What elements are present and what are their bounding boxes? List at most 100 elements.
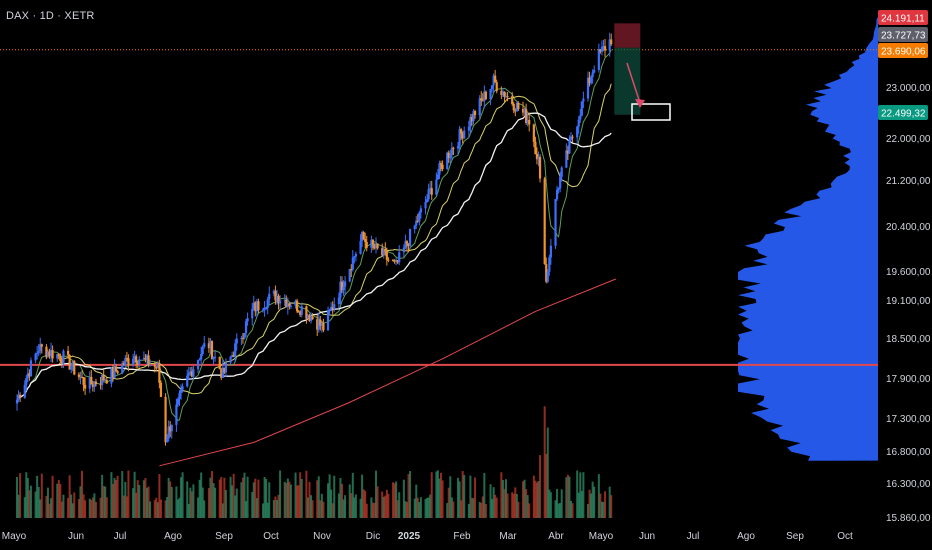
candle-body <box>36 352 39 354</box>
candle-body <box>90 376 93 385</box>
volume-bar <box>506 493 509 518</box>
candle-body <box>610 39 613 45</box>
volume-bar <box>268 482 271 518</box>
candle-body <box>580 101 583 116</box>
price-tick-label: 17.900,00 <box>886 374 931 385</box>
volume-bar <box>29 485 32 518</box>
candle-body <box>275 295 279 301</box>
volume-bar <box>289 484 292 518</box>
volume-bar <box>84 500 87 518</box>
volume-bar <box>359 498 362 518</box>
volume-bar <box>158 474 161 518</box>
candle-body <box>342 286 345 291</box>
volume-bar <box>525 489 528 518</box>
volume-bar <box>515 494 518 518</box>
candle-body <box>376 243 379 249</box>
volume-bar <box>370 497 373 518</box>
candle-body <box>240 338 243 340</box>
volume-bar <box>316 480 319 518</box>
candle-body <box>234 343 237 357</box>
price-axis[interactable]: 23.000,00 22.000,00 21.200,00 20.400,00 19.6… <box>886 83 931 524</box>
candle-body <box>370 239 373 248</box>
volume-bar <box>375 470 378 518</box>
candle-body <box>396 260 399 263</box>
volume-bar <box>460 500 463 518</box>
candle-body <box>504 96 508 98</box>
candle-body <box>339 281 342 298</box>
volume-bar <box>427 497 430 518</box>
volume-bar <box>535 482 538 518</box>
volume-bar <box>127 470 130 518</box>
volume-bar <box>436 470 439 518</box>
time-axis[interactable]: Mayo Jun Jul Ago Sep Oct Nov Dic 2025 Feb Mar Abr Ma… <box>2 531 853 542</box>
volume-bar <box>364 490 367 518</box>
candle-body <box>333 304 336 310</box>
candle-body <box>246 318 249 322</box>
volume-bar <box>192 484 195 518</box>
candle-body <box>494 75 497 83</box>
candle-body <box>381 248 384 256</box>
candle-body <box>175 404 178 425</box>
volume-bar <box>458 481 461 518</box>
volume-bar <box>452 501 455 518</box>
volume-bar <box>136 480 139 518</box>
volume-bar <box>599 493 602 518</box>
symbol-title[interactable]: DAX · 1D · XETR <box>6 10 95 22</box>
candle-body <box>311 316 314 320</box>
volume-bar <box>528 503 531 518</box>
volume-bar <box>340 483 343 518</box>
candle-body <box>416 220 419 222</box>
volume-bar <box>144 477 147 518</box>
volume-bar <box>40 473 43 518</box>
volume-bar <box>255 498 258 518</box>
candle-body <box>51 350 54 359</box>
price-badge <box>878 105 928 120</box>
volume-bar <box>395 481 398 518</box>
volume-bar <box>59 483 62 518</box>
candle-body <box>274 290 277 301</box>
volume-bar <box>275 499 278 518</box>
volume-bar <box>470 497 473 518</box>
candle-body <box>133 356 136 359</box>
volume-bar <box>449 476 452 518</box>
projection-arrow[interactable] <box>626 62 645 108</box>
candle-body <box>568 139 571 154</box>
price-badge <box>878 43 928 58</box>
time-tick-label: Jun <box>639 531 655 542</box>
horizontal-lines[interactable] <box>0 49 878 366</box>
candle-body <box>467 126 470 131</box>
candle-body <box>460 129 463 134</box>
volume-bar <box>115 480 118 518</box>
volume-bar <box>539 455 542 518</box>
candle-body <box>495 82 498 92</box>
candle-body <box>127 358 130 365</box>
volume-bar <box>252 482 255 518</box>
volume-bar <box>588 489 591 518</box>
candle-body <box>351 257 354 270</box>
arrow-shaft <box>626 62 641 104</box>
volume-bar <box>45 495 48 518</box>
candle-body <box>294 300 297 306</box>
candle-body <box>501 91 505 95</box>
candle-body <box>549 245 552 258</box>
candle-body <box>25 377 28 385</box>
price-badge-label: 23.727,73 <box>881 31 926 42</box>
volume-bar <box>407 474 410 518</box>
candle-body <box>429 188 432 190</box>
volume-bar <box>579 472 582 518</box>
volume-bar <box>554 500 557 518</box>
volume-bar <box>559 502 562 518</box>
candle-body <box>289 305 293 307</box>
candle-body <box>447 152 450 159</box>
volume-bar <box>153 500 156 518</box>
candle-body <box>456 145 460 149</box>
volume-bar <box>402 479 405 518</box>
candle-body <box>407 243 410 246</box>
volume-bar <box>279 470 282 518</box>
volume-bar <box>156 502 159 518</box>
candle-body <box>590 76 593 84</box>
volume-bar <box>593 486 596 518</box>
short-position-tool[interactable] <box>614 23 671 121</box>
candle-body <box>435 179 438 195</box>
